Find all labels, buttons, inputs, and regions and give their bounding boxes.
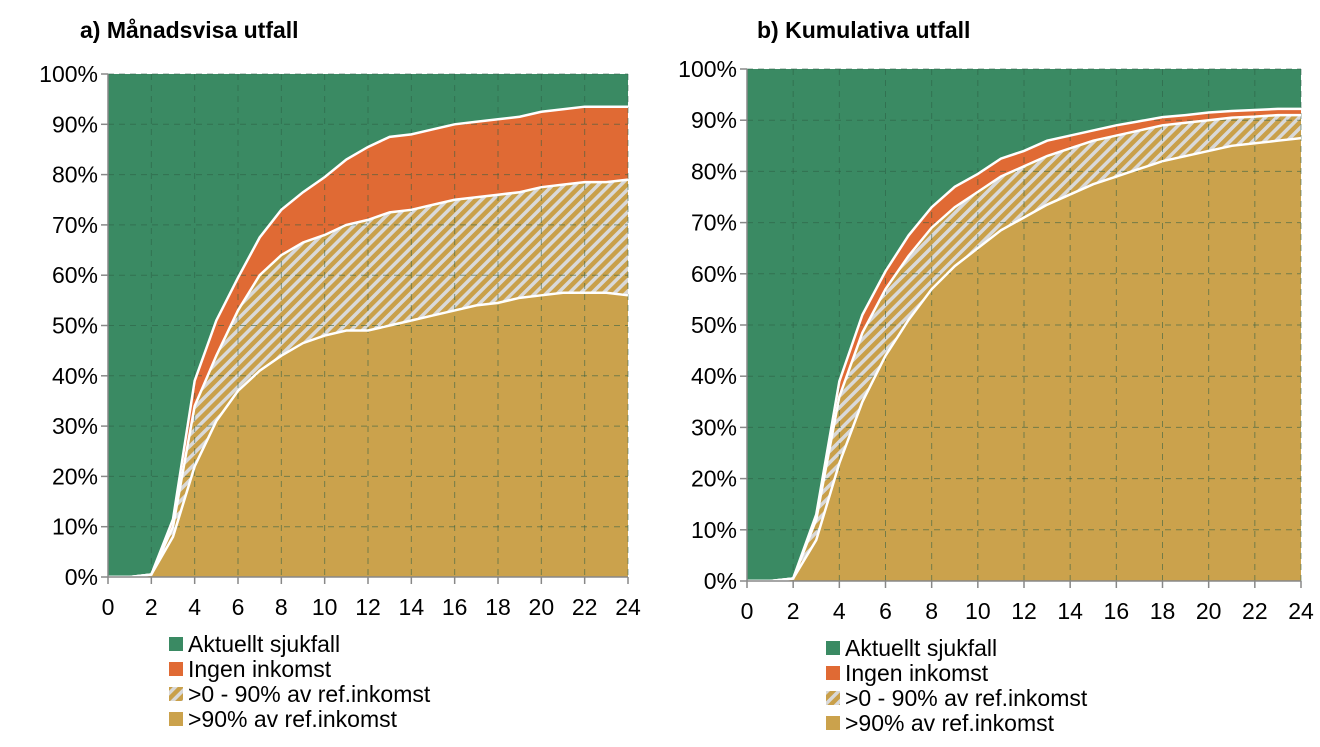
legend-label: Aktuellt sjukfall xyxy=(188,631,340,657)
legend-item-full-income: >90% av ref.inkomst xyxy=(826,710,1055,736)
legend-label: Ingen inkomst xyxy=(845,660,989,686)
x-tick-label: 16 xyxy=(442,594,468,620)
y-tick-label: 50% xyxy=(52,313,98,339)
x-tick-label: 20 xyxy=(1196,598,1222,624)
legend-item-ingen-inkomst: Ingen inkomst xyxy=(826,660,989,686)
legend-swatch xyxy=(826,666,840,680)
x-tick-label: 16 xyxy=(1104,598,1130,624)
legend-label: >0 - 90% av ref.inkomst xyxy=(188,681,431,707)
x-tick-label: 14 xyxy=(1057,598,1083,624)
x-tick-label: 12 xyxy=(355,594,381,620)
y-tick-label: 70% xyxy=(691,210,737,236)
legend-item-aktuellt-sjukfall: Aktuellt sjukfall xyxy=(169,631,340,657)
y-tick-label: 90% xyxy=(691,107,737,133)
y-tick-label: 50% xyxy=(691,312,737,338)
y-tick-label: 80% xyxy=(52,162,98,188)
y-tick-label: 30% xyxy=(691,414,737,440)
legend-swatch xyxy=(169,687,183,701)
y-tick-label: 30% xyxy=(52,413,98,439)
y-tick-label: 90% xyxy=(52,111,98,137)
y-tick-label: 60% xyxy=(691,261,737,287)
x-tick-label: 2 xyxy=(787,598,800,624)
boundary-0-90-av-ref-inkomst xyxy=(747,113,1301,583)
chart-panel-cumulative: b) Kumulativa utfall 0%10%20%30%40%50%60… xyxy=(678,17,1314,624)
x-tick-label: 0 xyxy=(741,598,754,624)
area-aktuellt-sjukfall xyxy=(747,69,1301,581)
y-tick-label: 0% xyxy=(65,564,98,590)
y-tick-label: 0% xyxy=(704,568,737,594)
x-tick-label: 4 xyxy=(833,598,846,624)
x-tick-label: 24 xyxy=(1288,598,1314,624)
x-tick-label: 2 xyxy=(145,594,158,620)
y-tick-label: 40% xyxy=(691,363,737,389)
boundary-ingen-inkomst xyxy=(747,107,1301,583)
legend-label: Aktuellt sjukfall xyxy=(845,635,997,661)
legend-swatch xyxy=(169,662,183,676)
y-tick-label: 100% xyxy=(39,61,98,87)
y-tick-label: 10% xyxy=(691,517,737,543)
axes: 0%10%20%30%40%50%60%70%80%90%100%0 2 4 6 8 10… xyxy=(678,56,1314,624)
boundary-90-av-ref-inkomst xyxy=(747,136,1302,583)
legend-label: Ingen inkomst xyxy=(188,656,332,682)
x-tick-label: 22 xyxy=(572,594,598,620)
axes: 0%10%20%30%40%50%60%70%80%90%100%0 2 4 6 8 10… xyxy=(39,61,641,620)
x-tick-label: 10 xyxy=(312,594,338,620)
legend-item-partial-income: >0 - 90% av ref.inkomst xyxy=(826,685,1088,711)
x-tick-label: 18 xyxy=(1150,598,1176,624)
legend-item-partial-income: >0 - 90% av ref.inkomst xyxy=(169,681,431,707)
y-tick-label: 20% xyxy=(691,466,737,492)
boundary-90-av-ref-inkomst xyxy=(108,291,629,579)
legend-item-full-income: >90% av ref.inkomst xyxy=(169,706,398,732)
x-tick-label: 10 xyxy=(965,598,991,624)
y-tick-label: 60% xyxy=(52,262,98,288)
x-tick-label: 8 xyxy=(275,594,288,620)
y-tick-label: 80% xyxy=(691,158,737,184)
legend-monthly: Aktuellt sjukfall Ingen inkomst >0 - 90%… xyxy=(169,631,431,732)
chart-title: a) Månadsvisa utfall xyxy=(80,17,299,43)
legend-swatch xyxy=(826,691,840,705)
x-tick-label: 14 xyxy=(399,594,425,620)
legend-label: >90% av ref.inkomst xyxy=(845,710,1055,736)
boundary-0-90-av-ref-inkomst xyxy=(108,178,629,579)
x-tick-label: 24 xyxy=(615,594,641,620)
legend-swatch xyxy=(169,637,183,651)
y-tick-label: 10% xyxy=(52,514,98,540)
gridlines xyxy=(746,68,1302,583)
x-tick-label: 12 xyxy=(1011,598,1037,624)
area-0-90-av-ref-inkomst xyxy=(108,179,628,577)
legend-swatch xyxy=(826,641,840,655)
legend-swatch xyxy=(826,716,840,730)
legend-item-ingen-inkomst: Ingen inkomst xyxy=(169,656,332,682)
x-tick-label: 18 xyxy=(485,594,511,620)
x-tick-label: 20 xyxy=(529,594,555,620)
legend-label: >0 - 90% av ref.inkomst xyxy=(845,685,1088,711)
x-tick-label: 8 xyxy=(925,598,938,624)
x-tick-label: 6 xyxy=(232,594,245,620)
y-tick-label: 70% xyxy=(52,212,98,238)
legend-label: >90% av ref.inkomst xyxy=(188,706,398,732)
y-tick-label: 40% xyxy=(52,363,98,389)
boundary-ingen-inkomst xyxy=(108,105,628,579)
chart-title: b) Kumulativa utfall xyxy=(757,17,970,43)
chart-panel-monthly: a) Månadsvisa utfall 0%10%20%30%40%50%60… xyxy=(39,17,641,620)
x-tick-label: 6 xyxy=(879,598,892,624)
legend-item-aktuellt-sjukfall: Aktuellt sjukfall xyxy=(826,635,997,661)
legend-swatch xyxy=(169,712,183,726)
y-tick-label: 20% xyxy=(52,463,98,489)
gridlines xyxy=(107,73,629,579)
x-tick-label: 0 xyxy=(102,594,115,620)
x-tick-label: 22 xyxy=(1242,598,1268,624)
legend-cumulative: Aktuellt sjukfall Ingen inkomst >0 - 90%… xyxy=(826,635,1088,736)
x-tick-label: 4 xyxy=(188,594,201,620)
y-tick-label: 100% xyxy=(678,56,737,82)
